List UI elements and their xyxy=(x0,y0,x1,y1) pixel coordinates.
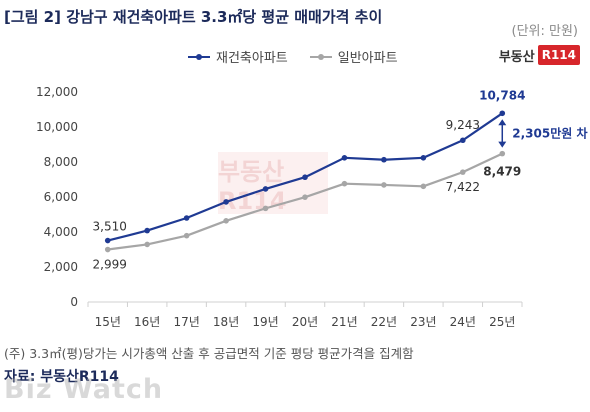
legend-swatch-series1 xyxy=(188,52,210,62)
y-tick-label: 10,000 xyxy=(36,120,78,134)
x-tick-label: 21년 xyxy=(331,315,357,329)
series-1-point xyxy=(104,237,111,244)
brand-text: 부동산 xyxy=(498,49,535,65)
difference-arrow-head-up xyxy=(498,119,507,126)
legend-item-series2: 일반아파트 xyxy=(309,47,398,66)
brand-badge: R114 xyxy=(537,45,580,65)
data-label: 9,243 xyxy=(446,118,480,132)
y-tick-label: 4,000 xyxy=(44,225,78,239)
data-label: 7,422 xyxy=(446,180,480,194)
series-2-point xyxy=(262,205,269,212)
data-label: 2,999 xyxy=(93,258,127,272)
y-tick-label: 8,000 xyxy=(44,155,78,169)
series-2-point xyxy=(341,180,348,187)
difference-arrow-head-down xyxy=(498,141,507,148)
series-line-2 xyxy=(107,152,503,251)
series-1-point xyxy=(223,199,229,205)
series-1-point xyxy=(262,186,269,192)
center-watermark: 부동산R114 xyxy=(218,152,328,215)
legend-swatch-series2 xyxy=(309,52,332,62)
legend-label-series1: 재건축아파트 xyxy=(216,51,288,66)
y-tick-label: 2,000 xyxy=(44,260,78,274)
y-tick-label: 6,000 xyxy=(44,190,78,204)
legend: 재건축아파트 일반아파트 xyxy=(188,47,420,66)
x-tick-label: 17년 xyxy=(173,315,199,329)
x-tick-label: 22년 xyxy=(371,315,397,329)
data-label: 8,479 xyxy=(483,165,521,179)
x-tick-label: 20년 xyxy=(292,315,318,329)
x-tick-label: 25년 xyxy=(489,315,515,329)
series-1-point xyxy=(499,110,506,117)
series-2-point xyxy=(183,232,190,239)
series-2-point xyxy=(381,182,387,188)
brand-logo: 부동산 R114 xyxy=(499,45,580,65)
chart-title: [그림 2] 강남구 재건축아파트 3.3㎡당 평균 매매가격 추이 xyxy=(4,8,383,26)
difference-annotation: 2,305만원 차 xyxy=(512,125,587,140)
legend-label-series2: 일반아파트 xyxy=(337,51,398,66)
data-label: 3,510 xyxy=(93,220,127,234)
series-1-point xyxy=(341,155,348,161)
x-tick-label: 16년 xyxy=(134,315,160,329)
series-1-point xyxy=(144,227,150,234)
y-tick-label: 0 xyxy=(70,295,78,309)
series-2-point xyxy=(499,150,506,157)
x-tick-label: 18년 xyxy=(213,315,239,329)
series-2-point xyxy=(420,183,427,190)
series-2-point xyxy=(460,169,466,175)
source-label: 자료: 부동산R114 xyxy=(4,369,119,385)
series-1-point xyxy=(460,137,466,144)
series-1-point xyxy=(381,156,387,163)
series-1-point xyxy=(420,155,427,161)
unit-label: (단위: 만원) xyxy=(511,24,579,39)
y-tick-label: 12,000 xyxy=(36,85,78,99)
series-1-point xyxy=(302,174,308,181)
series-1-point xyxy=(183,215,190,221)
footnote: (주) 3.3㎡(평)당가는 시가총액 산출 후 공급면적 기준 평당 평균가격… xyxy=(4,346,414,361)
series-2-point xyxy=(104,246,111,253)
x-tick-label: 23년 xyxy=(410,315,436,329)
x-tick-label: 19년 xyxy=(252,315,278,329)
x-tick-label: 15년 xyxy=(95,315,121,329)
center-watermark-text: 부동산R114 xyxy=(218,157,287,215)
series-2-point xyxy=(302,194,308,200)
data-label: 10,784 xyxy=(479,88,525,102)
series-2-point xyxy=(144,241,150,248)
series-2-point xyxy=(223,218,229,224)
legend-item-series1: 재건축아파트 xyxy=(188,47,288,66)
x-tick-label: 24년 xyxy=(450,315,476,329)
watermark-text: Biz Watch xyxy=(4,374,164,405)
